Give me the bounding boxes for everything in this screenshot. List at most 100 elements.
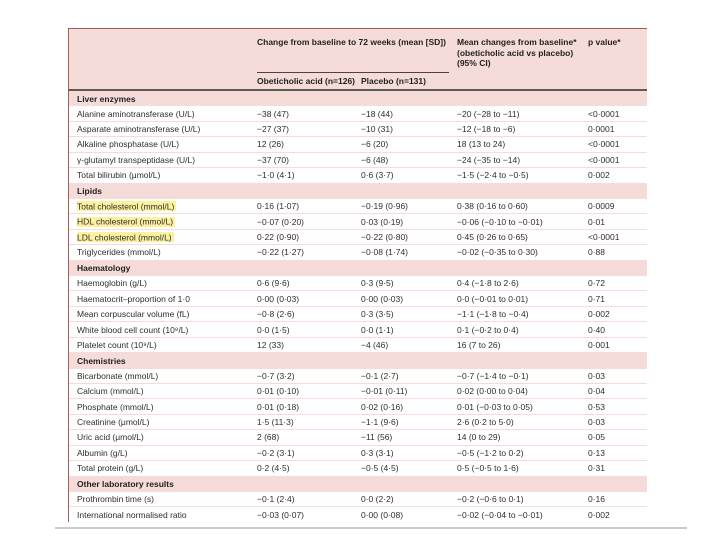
value-p: <0·0001: [588, 154, 620, 165]
value-p: 0·16: [588, 494, 606, 505]
value-mean-change-ci: −0·02 (−0·35 to 0·30): [457, 247, 538, 258]
value-placebo: −0·1 (2·7): [361, 370, 399, 381]
row-label: Uric acid (μmol/L): [77, 432, 144, 443]
row-label: Haemoglobin (g/L): [77, 278, 147, 289]
value-mean-change-ci: −0·06 (−0·10 to −0·01): [457, 216, 543, 227]
value-placebo: −6 (48): [361, 154, 389, 165]
column-header-mean-changes-line2: (obeticholic acid vs placebo): [457, 47, 574, 58]
value-p: 0·53: [588, 401, 606, 412]
value-mean-change-ci: 0·1 (−0·2 to 0·4): [457, 324, 519, 335]
value-placebo: 0·3 (3·5): [361, 309, 394, 320]
value-placebo: −6 (20): [361, 139, 389, 150]
row-label: Haematocrit–proportion of 1·0: [77, 293, 190, 304]
table-row: Asparate aminotransferase (U/L) −27 (37) −…: [69, 121, 647, 138]
value-obeticholic-acid: 0·00 (0·03): [257, 293, 300, 304]
value-mean-change-ci: −20 (−28 to −11): [457, 108, 520, 119]
value-p: 0·01: [588, 216, 606, 227]
highlighted-label: Total cholesterol (mmol/L): [77, 201, 177, 212]
value-placebo: −0·22 (0·80): [361, 232, 409, 242]
table-row: Total protein (g/L) 0·2 (4·5) −0·5 (4·5) 0·…: [69, 461, 647, 477]
table-row: Alanine aminotransferase (U/L) −38 (47) −1…: [69, 106, 647, 122]
subcolumn-divider-rule: [257, 72, 449, 73]
value-placebo: −0·01 (0·11): [361, 386, 408, 397]
value-placebo: 0·0 (1·1): [361, 324, 394, 335]
table-row: LDL cholesterol (mmol/L) 0·22 (0·90) −0·22…: [69, 229, 647, 246]
table-row: Haemoglobin (g/L) 0·6 (9·6) 0·3 (9·5) 0·4 (…: [69, 276, 647, 292]
value-mean-change-ci: −24 (−35 to −14): [457, 154, 521, 165]
value-p: 0·88: [588, 247, 606, 258]
value-obeticholic-acid: 1·5 (11·3): [257, 417, 294, 428]
value-p: 0·40: [588, 324, 606, 335]
value-mean-change-ci: 0·5 (−0·5 to 1·6): [457, 463, 519, 474]
value-mean-change-ci: 18 (13 to 24): [457, 139, 506, 150]
value-obeticholic-acid: 0·01 (0·18): [257, 401, 300, 412]
table-row: Total cholesterol (mmol/L) 0·16 (1·07) −0·…: [69, 198, 647, 215]
value-obeticholic-acid: 0·6 (9·6): [257, 278, 290, 289]
value-placebo: 0·00 (0·08): [361, 509, 404, 520]
value-placebo: 0·02 (0·16): [361, 401, 404, 412]
table-row: Total bilirubin (μmol/L) −1·0 (4·1) 0·6 (3…: [69, 168, 647, 184]
value-p: 0·001: [588, 339, 610, 350]
row-label: Triglycerides (mmol/L): [77, 247, 161, 258]
column-group-header-change-from-baseline: Change from baseline to 72 weeks (mean […: [257, 37, 446, 47]
value-placebo: −0·19 (0·96): [361, 201, 409, 212]
value-placebo: 0·6 (3·7): [361, 170, 394, 181]
row-label: HDL cholesterol (mmol/L): [69, 216, 257, 227]
section-title: Other laboratory results: [77, 479, 174, 490]
value-p: 0·0001: [588, 124, 615, 135]
section-header-row: Liver enzymes: [69, 91, 647, 106]
highlighted-label: LDL cholesterol (mmol/L): [77, 232, 174, 242]
section-title: Liver enzymes: [77, 93, 136, 104]
table-row: Calcium (mmol/L) 0·01 (0·10) −0·01 (0·11) 0…: [69, 384, 647, 400]
value-mean-change-ci: 14 (0 to 29): [457, 432, 501, 443]
value-placebo: 0·00 (0·03): [361, 293, 404, 304]
table-row: γ-glutamyl transpeptidase (U/L) −37 (70) −…: [69, 152, 647, 169]
header-bottom-rule: [69, 89, 647, 91]
value-mean-change-ci: −12 (−18 to −6): [457, 124, 516, 135]
value-mean-change-ci: 0·38 (0·16 to 0·60): [457, 201, 528, 212]
value-placebo: 0·0 (2·2): [361, 494, 394, 505]
value-mean-change-ci: −1·1 (−1·8 to −0·4): [457, 309, 529, 320]
value-obeticholic-acid: 0·16 (1·07): [257, 201, 300, 212]
value-mean-change-ci: 0·0 (−0·01 to 0·01): [457, 293, 529, 304]
row-label: LDL cholesterol (mmol/L): [69, 232, 257, 242]
table-row: Creatinine (μmol/L) 1·5 (11·3) −1·1 (9·6) 2…: [69, 414, 647, 431]
column-header-placebo: Placebo (n=131): [361, 76, 426, 86]
column-header-mean-changes: Mean changes from baseline* (obeticholic…: [457, 37, 585, 69]
value-p: 0·03: [588, 417, 606, 428]
value-mean-change-ci: 0·01 (−0·03 to 0·05): [457, 401, 533, 412]
value-p: 0·13: [588, 447, 606, 458]
value-obeticholic-acid: −0·1 (2·4): [257, 494, 295, 505]
value-p: 0·71: [588, 293, 606, 304]
row-label: γ-glutamyl transpeptidase (U/L): [77, 154, 196, 165]
row-label: Prothrombin time (s): [77, 494, 154, 505]
value-p: <0·0001: [588, 139, 620, 150]
value-p: 0·03: [588, 370, 606, 381]
value-placebo: −0·08 (1·74): [361, 247, 409, 258]
row-label: Mean corpuscular volume (fL): [77, 309, 190, 320]
table-header: Change from baseline to 72 weeks (mean […: [69, 29, 647, 91]
row-label: Total protein (g/L): [77, 463, 144, 474]
table-row: Phosphate (mmol/L) 0·01 (0·18) 0·02 (0·16)…: [69, 399, 647, 415]
column-header-p-value: p value*: [588, 37, 621, 47]
row-label: International normalised ratio: [77, 509, 187, 520]
slide-divider-line: [55, 527, 687, 529]
table-row: Mean corpuscular volume (fL) −0·8 (2·6) 0·…: [69, 306, 647, 323]
value-mean-change-ci: −0·2 (−0·6 to 0·1): [457, 494, 524, 505]
value-placebo: −11 (56): [361, 432, 393, 443]
value-placebo: −10 (31): [361, 124, 393, 135]
value-p: <0·0001: [588, 108, 620, 119]
value-placebo: 0·3 (3·1): [361, 447, 394, 458]
value-obeticholic-acid: −0·7 (3·2): [257, 370, 295, 381]
table-row: Alkaline phosphatase (U/L) 12 (26) −6 (20)…: [69, 137, 647, 153]
value-obeticholic-acid: 0·22 (0·90): [257, 232, 300, 242]
value-obeticholic-acid: 0·01 (0·10): [257, 386, 300, 397]
value-obeticholic-acid: 12 (26): [257, 139, 284, 150]
section-title: Lipids: [77, 186, 103, 197]
value-mean-change-ci: 16 (7 to 26): [457, 339, 501, 350]
value-obeticholic-acid: 12 (33): [257, 339, 284, 350]
value-p: 0·002: [588, 509, 610, 520]
value-p: 0·04: [588, 386, 606, 397]
value-placebo: 0·03 (0·19): [361, 216, 404, 227]
value-p: 0·002: [588, 309, 610, 320]
